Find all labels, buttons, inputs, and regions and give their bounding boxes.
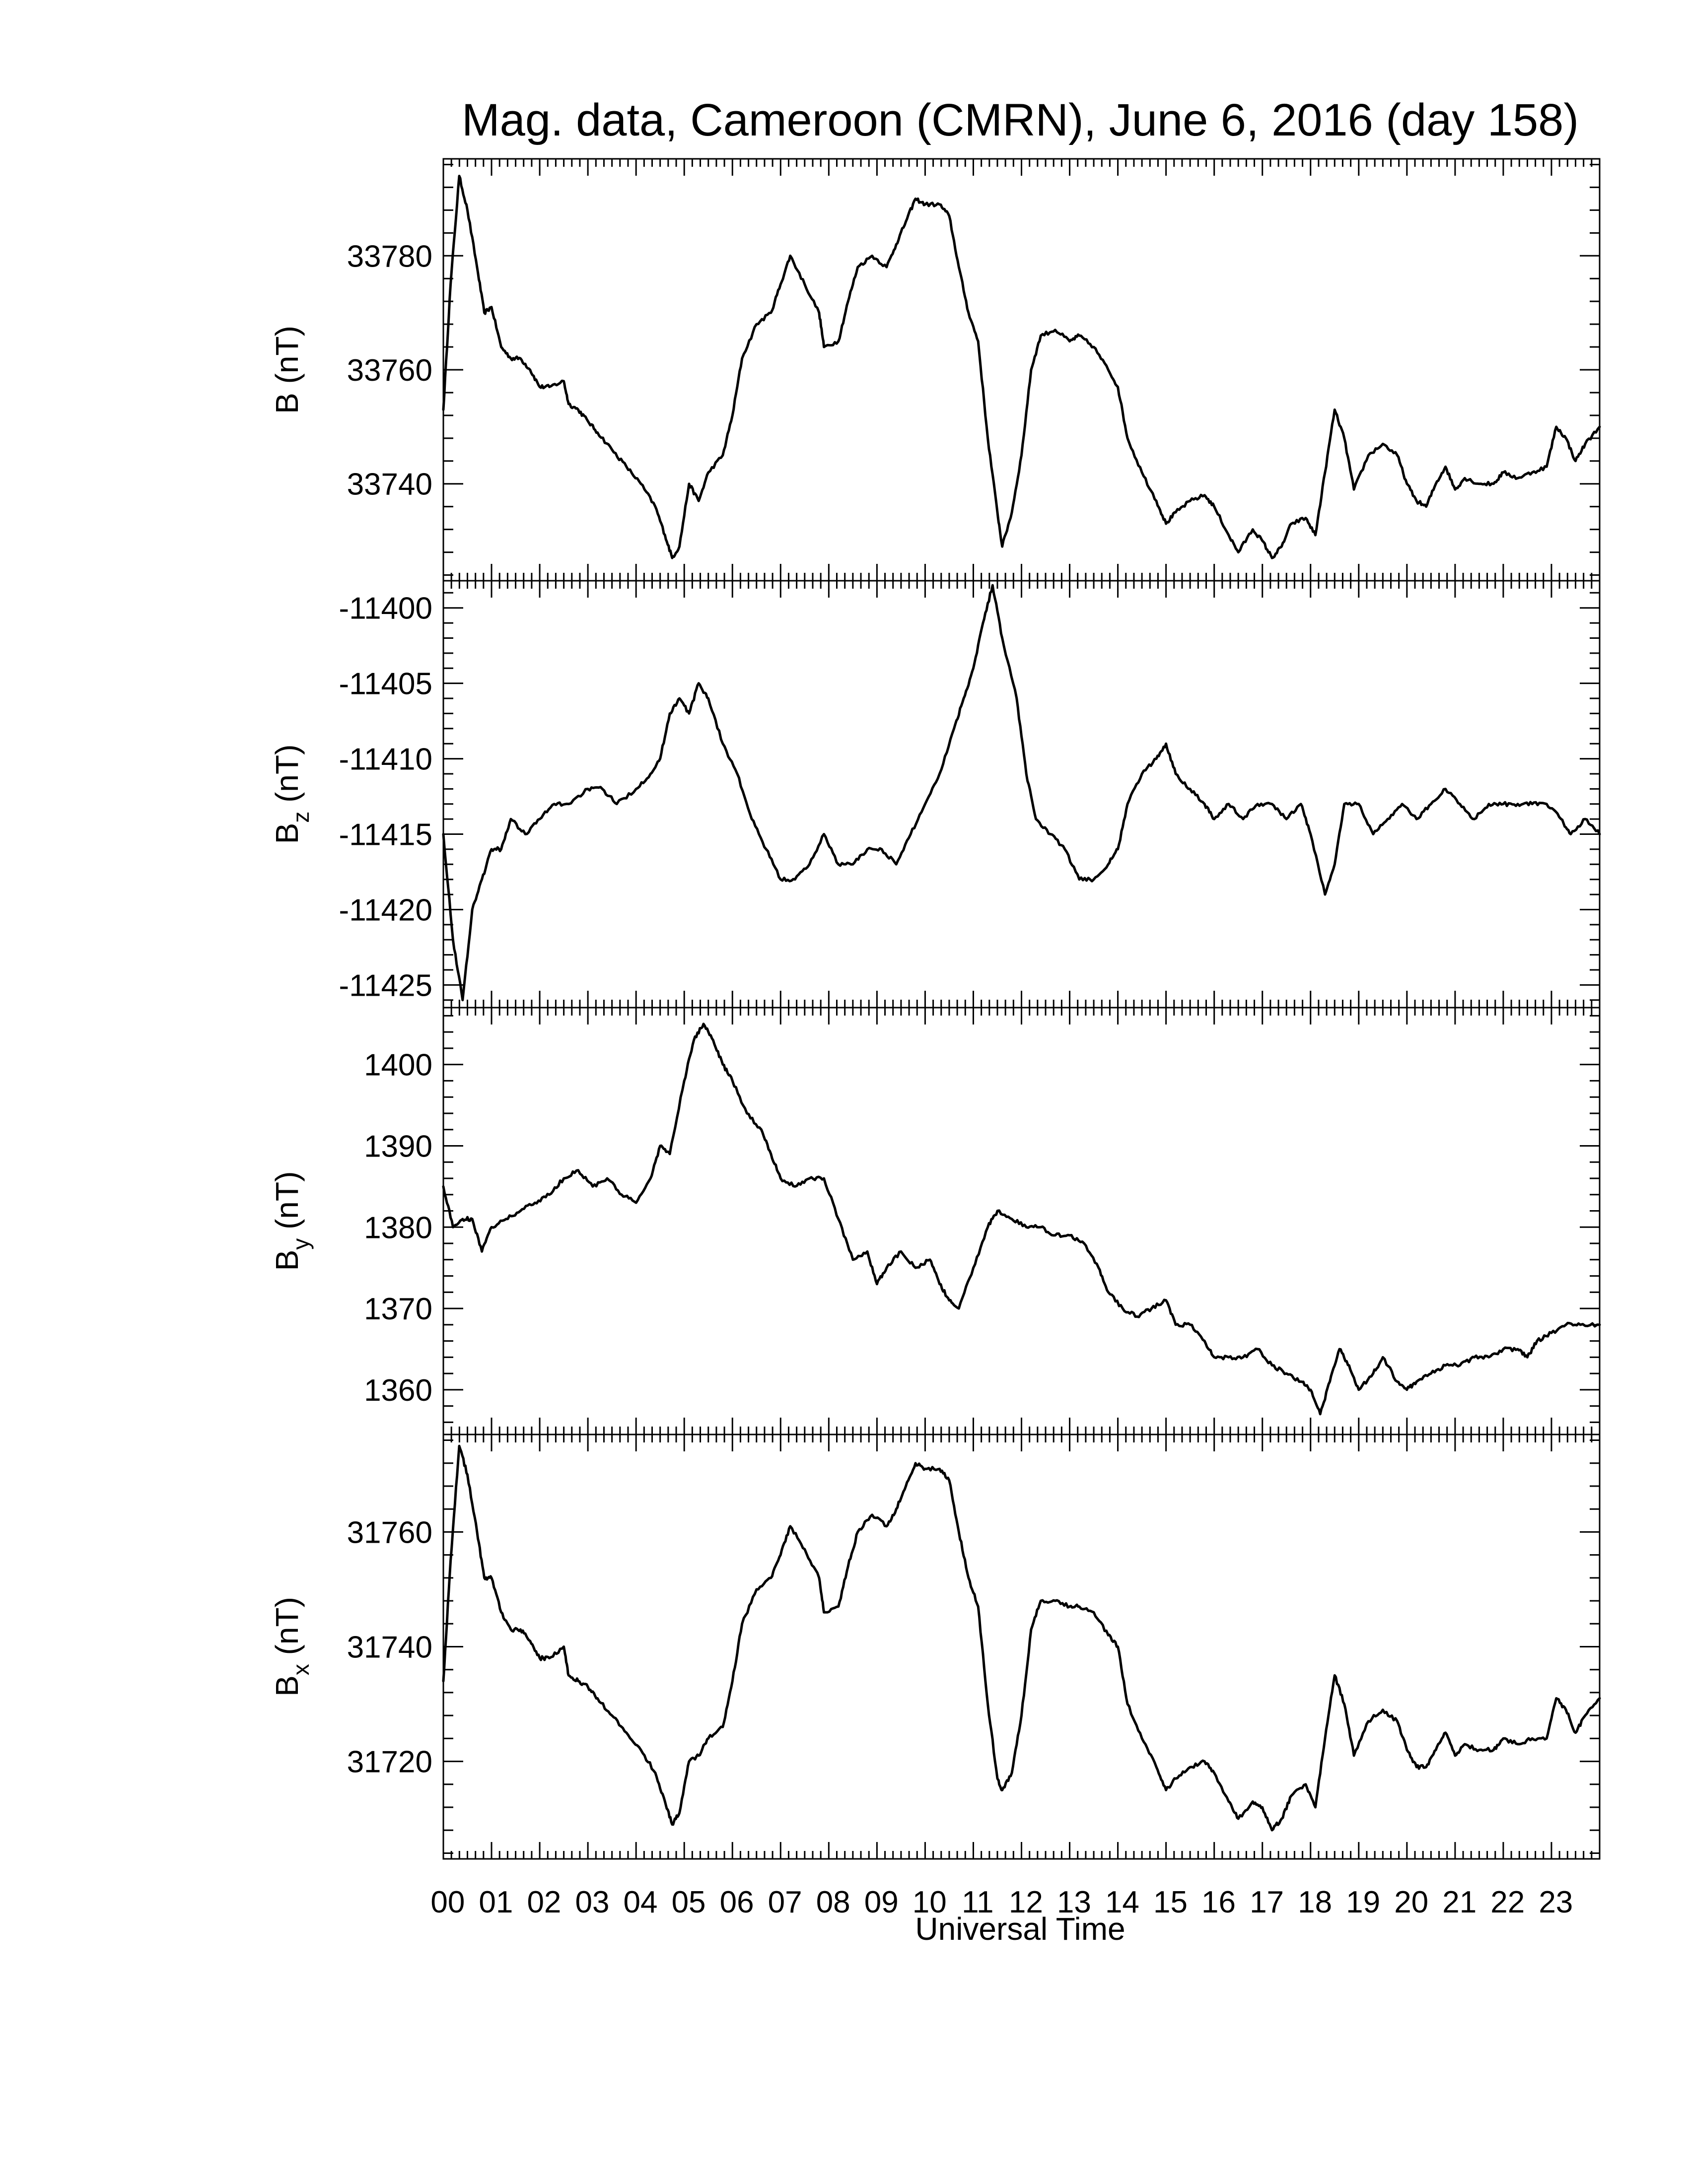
- y-axis-label: B (nT): [269, 326, 305, 414]
- y-tick-label: -11410: [339, 743, 432, 777]
- series-line-By: [442, 1023, 1601, 1416]
- x-tick-labels: 00 01 02 03 04 05 06 07 08 09 10 11 12 13 14 15 16 17 18 19…: [430, 1885, 1573, 1919]
- x-tick-label: 20: [1394, 1885, 1428, 1919]
- series-line-Bz: [442, 584, 1601, 1002]
- panel-Bz: -11425 -11420 -11415 -11410 -11405 -11400 Bz (…: [269, 580, 1601, 1009]
- x-tick-label: 23: [1539, 1885, 1573, 1919]
- panel-Bx: 31720 31740 31760 Bx (nT): [269, 1433, 1601, 1860]
- x-ticks: [442, 581, 1601, 1008]
- x-tick-label: 17: [1250, 1885, 1284, 1919]
- x-tick-label: 22: [1490, 1885, 1525, 1919]
- chart-title: Mag. data, Cameroon (CMRN), June 6, 2016…: [462, 95, 1579, 145]
- x-tick-label: 13: [1057, 1885, 1091, 1919]
- y-tick-label: 1400: [364, 1048, 432, 1083]
- y-axis-label-subscript: y: [288, 1238, 314, 1250]
- y-axis-label-main: B: [269, 1675, 305, 1697]
- x-tick-label: 21: [1442, 1885, 1477, 1919]
- y-tick-label: -11405: [339, 667, 432, 701]
- x-tick-label: 11: [962, 1885, 993, 1919]
- y-tick-label: 33740: [347, 468, 432, 502]
- y-axis-label-main: B: [269, 823, 305, 844]
- y-tick-label: 31740: [347, 1631, 432, 1665]
- panel-frame: [442, 158, 1601, 582]
- y-tick-label: 1370: [364, 1292, 432, 1326]
- y-axis-label-main: B: [269, 393, 305, 414]
- x-tick-label: 12: [1009, 1885, 1043, 1919]
- y-tick-label: -11425: [339, 968, 432, 1003]
- y-axis-label-main: B: [269, 1250, 305, 1271]
- y-tick-label: -11420: [339, 893, 432, 927]
- y-axis-label-subscript: x: [288, 1664, 314, 1675]
- x-ticks: [442, 1008, 1601, 1434]
- x-tick-label: 03: [575, 1885, 609, 1919]
- panel-By: 1360 1370 1380 1390 1400 By (nT): [269, 1007, 1601, 1435]
- x-tick-label: 19: [1346, 1885, 1380, 1919]
- y-axis-label: Bx (nT): [269, 1597, 314, 1697]
- y-tick-label: 33760: [347, 353, 432, 388]
- x-tick-label: 02: [527, 1885, 561, 1919]
- x-axis-label: Universal Time: [915, 1911, 1125, 1947]
- y-tick-label: 1380: [364, 1211, 432, 1245]
- y-tick-label: 31720: [347, 1745, 432, 1779]
- panel-frame: [442, 580, 1601, 1009]
- x-tick-label: 05: [672, 1885, 706, 1919]
- y-axis-label: By (nT): [269, 1171, 314, 1271]
- y-tick-label: -11400: [339, 592, 432, 626]
- panel-B: 33740 33760 33780 B (nT): [269, 158, 1601, 582]
- series-line-B: [442, 175, 1601, 559]
- x-tick-label: 06: [720, 1885, 754, 1919]
- y-axis-label: Bz (nT): [269, 745, 314, 844]
- x-tick-label: 00: [430, 1885, 465, 1919]
- x-tick-label: 09: [864, 1885, 899, 1919]
- x-tick-label: 01: [479, 1885, 513, 1919]
- x-tick-label: 08: [816, 1885, 850, 1919]
- y-tick-label: -11415: [339, 818, 432, 852]
- series-line-Bx: [442, 1444, 1601, 1832]
- panel-frame: [442, 1433, 1601, 1860]
- x-tick-label: 16: [1201, 1885, 1236, 1919]
- y-axis-label-unit: (nT): [269, 1597, 305, 1664]
- x-tick-label: 04: [624, 1885, 658, 1919]
- x-tick-label: 18: [1298, 1885, 1332, 1919]
- y-axis-label-unit: (nT): [269, 1171, 305, 1238]
- x-tick-label: 14: [1105, 1885, 1139, 1919]
- x-tick-label: 15: [1153, 1885, 1188, 1919]
- y-axis-label-unit: (nT): [269, 326, 305, 393]
- y-axis-label-unit: (nT): [269, 745, 305, 812]
- y-ticks: [443, 1439, 1600, 1854]
- y-tick-label: 1360: [364, 1373, 432, 1408]
- y-axis-label-subscript: z: [288, 812, 314, 823]
- y-ticks: [443, 163, 1600, 576]
- y-tick-label: 31760: [347, 1515, 432, 1550]
- x-ticks: [442, 159, 1601, 581]
- y-ticks: [443, 592, 1600, 1001]
- y-ticks: [443, 1015, 1600, 1423]
- y-tick-label: 1390: [364, 1129, 432, 1163]
- x-tick-label: 07: [768, 1885, 802, 1919]
- y-tick-label: 33780: [347, 239, 432, 273]
- x-tick-label: 10: [913, 1885, 947, 1919]
- x-ticks: [442, 1434, 1601, 1859]
- panel-frame: [442, 1007, 1601, 1435]
